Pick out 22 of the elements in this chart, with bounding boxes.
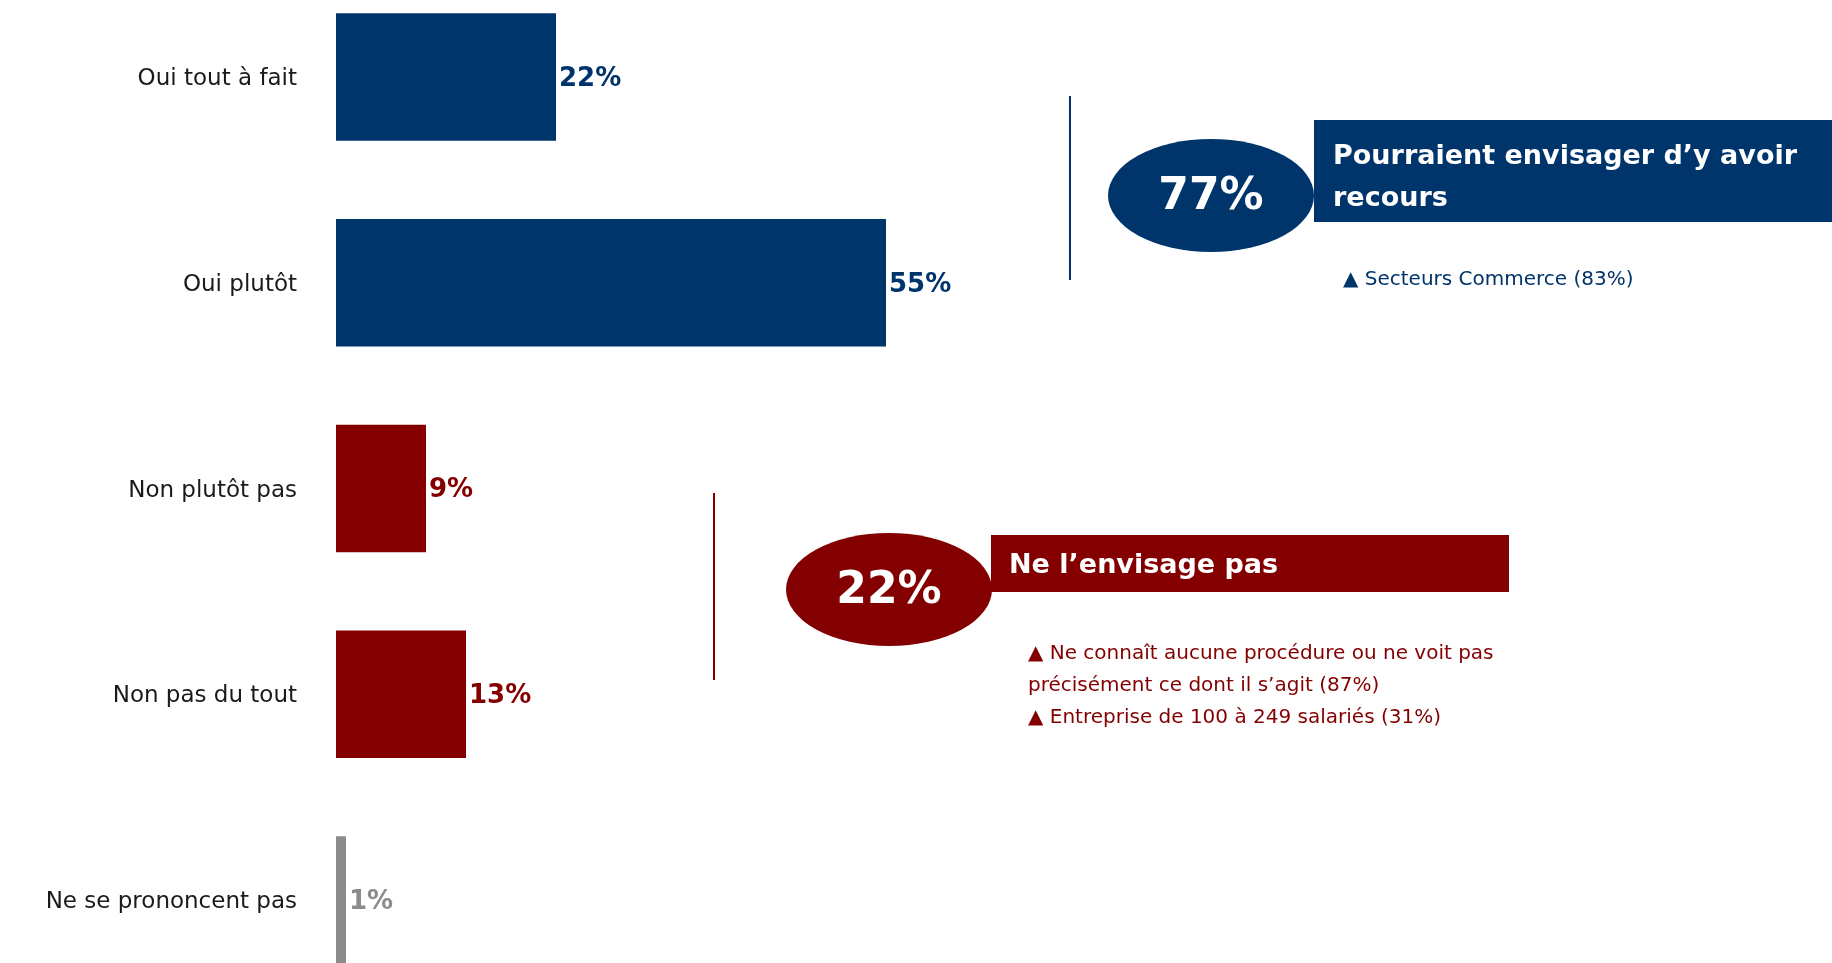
bar xyxy=(336,218,886,347)
y-tick-label: Ne se prononcent pas xyxy=(45,887,297,914)
annotation: 22% xyxy=(835,562,943,613)
data-label: 22% xyxy=(559,61,622,92)
data-label: 1% xyxy=(349,885,394,916)
bar xyxy=(336,836,346,963)
data-label: 13% xyxy=(469,679,532,710)
bar xyxy=(336,630,466,759)
y-tick-label: Oui plutôt xyxy=(182,269,297,296)
text: Pourraient envisager d’y avoir recours xyxy=(1333,138,1799,214)
text: 77% xyxy=(1157,168,1265,219)
bar xyxy=(336,424,426,553)
data-label: 55% xyxy=(889,267,952,298)
y-tick-label: Non plutôt pas xyxy=(128,475,297,502)
data-label: 9% xyxy=(429,473,474,504)
text: ▲ Secteurs Commerce (83%) xyxy=(1343,266,1635,290)
y-tick-label: Non pas du tout xyxy=(112,681,297,708)
text: ▲ Entreprise de 100 à 249 salariés (31%) xyxy=(1028,703,1442,730)
text: Ne l’envisage pas xyxy=(1009,548,1280,579)
y-tick-label: Oui tout à fait xyxy=(137,64,297,91)
bar xyxy=(336,13,556,141)
text: ▲ Ne connaît aucune procédure ou ne voit pas précisément ce dont il s’agit (87%) xyxy=(1028,639,1495,698)
